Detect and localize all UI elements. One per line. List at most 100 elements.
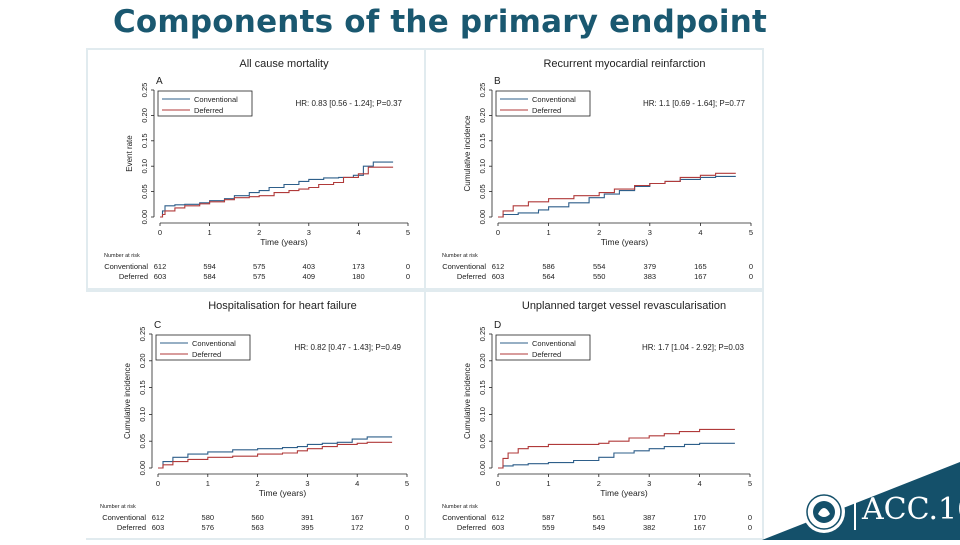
y-tick-label: 0.05 <box>478 434 487 449</box>
risk-value: 0 <box>405 513 409 522</box>
series-line-deferred <box>158 441 393 469</box>
series-line-conventional <box>158 436 393 469</box>
risk-value: 409 <box>303 272 316 281</box>
x-tick-label: 0 <box>158 228 162 237</box>
x-tick-label: 5 <box>406 228 410 237</box>
legend-label: Conventional <box>532 339 576 348</box>
x-tick-label: 5 <box>749 228 753 237</box>
y-tick-label: 0.15 <box>140 133 149 148</box>
risk-value: 0 <box>405 523 409 532</box>
risk-value: 603 <box>154 272 167 281</box>
x-tick-label: 2 <box>257 228 261 237</box>
risk-row-label: Deferred <box>457 272 486 281</box>
x-axis-label: Time (years) <box>259 488 307 498</box>
risk-value: 0 <box>749 272 753 281</box>
legend-label: Conventional <box>532 95 576 104</box>
risk-value: 167 <box>693 523 706 532</box>
risk-value: 560 <box>251 513 264 522</box>
x-axis-label: Time (years) <box>600 488 648 498</box>
risk-value: 382 <box>643 523 656 532</box>
risk-value: 180 <box>352 272 365 281</box>
risk-value: 612 <box>492 513 505 522</box>
risk-table-header: Number at risk <box>104 253 140 259</box>
risk-value: 550 <box>593 272 606 281</box>
risk-row-label: Deferred <box>119 272 148 281</box>
risk-row-label: Conventional <box>442 513 486 522</box>
hr-annotation: HR: 1.7 [1.04 - 2.92]; P=0.03 <box>642 343 745 352</box>
risk-value: 549 <box>593 523 606 532</box>
y-tick-label: 0.25 <box>478 83 487 98</box>
x-tick-label: 4 <box>698 228 702 237</box>
logo-divider <box>854 494 856 530</box>
risk-value: 580 <box>202 513 215 522</box>
risk-value: 0 <box>749 262 753 271</box>
x-tick-label: 5 <box>405 479 409 488</box>
risk-table-header: Number at risk <box>442 504 478 510</box>
risk-value: 594 <box>203 262 216 271</box>
risk-row-label: Deferred <box>117 523 146 532</box>
y-tick-label: 0.05 <box>138 434 147 449</box>
series-line-conventional <box>498 442 735 469</box>
x-tick-label: 1 <box>208 228 212 237</box>
legend-box <box>495 334 591 361</box>
risk-value: 0 <box>406 262 410 271</box>
x-tick-label: 3 <box>647 479 651 488</box>
risk-value: 395 <box>301 523 314 532</box>
hr-annotation: HR: 0.83 [0.56 - 1.24]; P=0.37 <box>295 99 402 108</box>
risk-value: 612 <box>152 513 165 522</box>
risk-value: 587 <box>542 513 555 522</box>
risk-value: 575 <box>253 272 266 281</box>
y-tick-label: 0.00 <box>478 210 487 225</box>
risk-value: 387 <box>643 513 656 522</box>
risk-value: 172 <box>351 523 364 532</box>
x-tick-label: 1 <box>546 479 550 488</box>
risk-value: 561 <box>593 513 606 522</box>
x-tick-label: 4 <box>355 479 359 488</box>
legend-label: Deferred <box>194 106 223 115</box>
y-tick-label: 0.20 <box>138 353 147 368</box>
x-tick-label: 2 <box>256 479 260 488</box>
hr-annotation: HR: 1.1 [0.69 - 1.64]; P=0.77 <box>643 99 746 108</box>
risk-value: 167 <box>351 513 364 522</box>
risk-table-header: Number at risk <box>442 253 478 259</box>
x-tick-label: 1 <box>206 479 210 488</box>
chart-title: Recurrent myocardial reinfarction <box>543 58 705 70</box>
legend-label: Deferred <box>192 350 221 359</box>
risk-row-label: Conventional <box>442 262 486 271</box>
series-line-deferred <box>498 428 735 469</box>
chart-title: Hospitalisation for heart failure <box>208 300 357 312</box>
panel-letter: A <box>156 76 163 87</box>
y-tick-label: 0.15 <box>138 380 147 395</box>
risk-value: 173 <box>352 262 365 271</box>
x-tick-label: 3 <box>307 228 311 237</box>
x-tick-label: 3 <box>648 228 652 237</box>
x-tick-label: 2 <box>597 479 601 488</box>
legend-label: Deferred <box>532 350 561 359</box>
risk-value: 603 <box>492 523 505 532</box>
risk-value: 165 <box>694 262 707 271</box>
risk-value: 0 <box>748 513 752 522</box>
risk-value: 403 <box>303 262 316 271</box>
chart-panel-D <box>426 292 762 538</box>
slide-title: Components of the primary endpoint <box>112 4 768 40</box>
risk-table-header: Number at risk <box>100 504 136 510</box>
x-tick-label: 0 <box>496 228 500 237</box>
risk-value: 603 <box>492 272 505 281</box>
risk-value: 603 <box>152 523 165 532</box>
x-tick-label: 0 <box>156 479 160 488</box>
y-tick-label: 0.10 <box>478 407 487 422</box>
risk-row-label: Deferred <box>457 523 486 532</box>
chart-title: All cause mortality <box>239 58 329 70</box>
chart-panel-C <box>84 292 424 538</box>
acc-seal-icon <box>800 488 848 536</box>
y-tick-label: 0.00 <box>478 461 487 476</box>
x-tick-label: 1 <box>547 228 551 237</box>
risk-value: 612 <box>492 262 505 271</box>
chart-panel-B <box>426 50 762 288</box>
y-tick-label: 0.15 <box>478 133 487 148</box>
risk-value: 575 <box>253 262 266 271</box>
legend-label: Deferred <box>532 106 561 115</box>
legend-box <box>155 334 251 361</box>
y-tick-label: 0.10 <box>138 407 147 422</box>
